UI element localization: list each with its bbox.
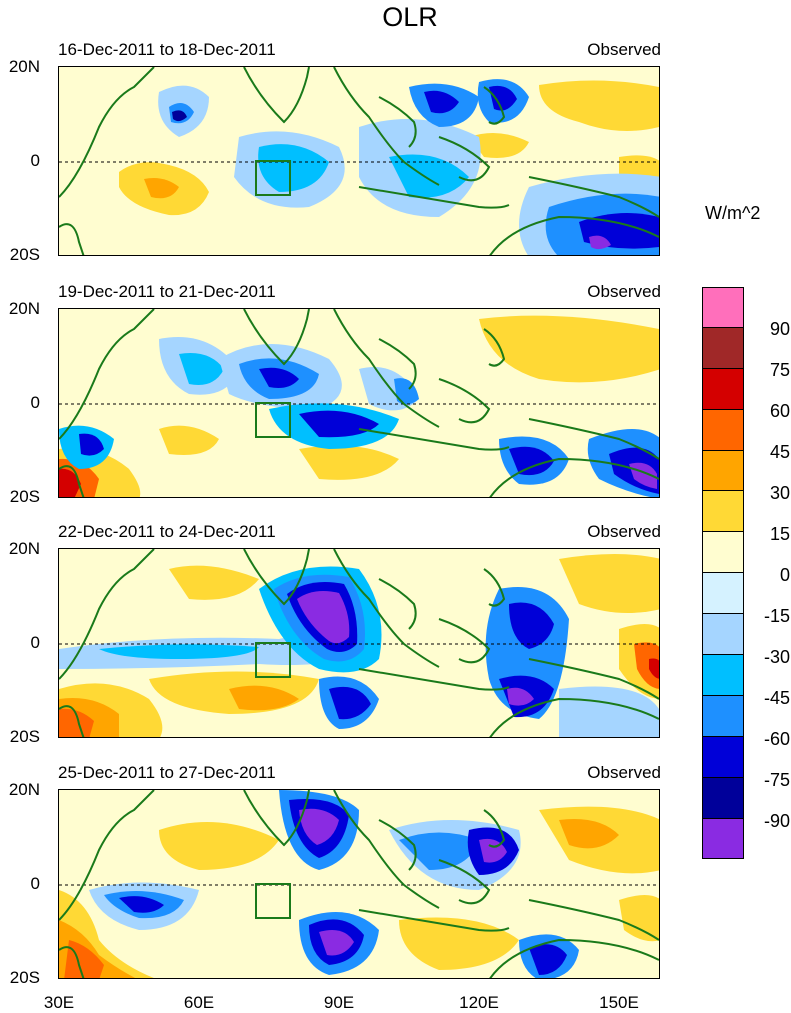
colorbar <box>702 287 744 860</box>
colorbar-tick-label: -15 <box>763 606 790 626</box>
lat-label-0: 0 <box>30 874 40 893</box>
colorbar-swatch <box>702 818 744 860</box>
colorbar-swatch <box>702 655 744 696</box>
colorbar-swatch <box>702 777 744 819</box>
colorbar-swatch <box>702 695 744 737</box>
lon-label-150e: 150E <box>599 993 639 1012</box>
panel-date-label: 16-Dec-2011 to 18-Dec-2011 <box>58 40 276 59</box>
colorbar-swatch <box>702 450 744 492</box>
colorbar-swatch <box>702 368 744 410</box>
colorbar-tick-label: 45 <box>769 442 790 462</box>
lat-label-20n: 20N <box>8 539 40 558</box>
lat-label-20s: 20S <box>9 487 40 506</box>
colorbar-swatch <box>702 532 744 574</box>
colorbar-tick-label: 30 <box>769 483 790 503</box>
colorbar-swatch <box>702 573 744 615</box>
lat-label-20n: 20N <box>8 780 40 799</box>
colorbar-tick-label: -30 <box>763 647 790 667</box>
lat-label-20n: 20N <box>8 299 40 318</box>
map-panel-2: 19-Dec-2011 to 21-Dec-2011 Observed 20N … <box>0 282 700 522</box>
colorbar-swatch <box>702 327 744 369</box>
colorbar-swatch <box>702 409 744 451</box>
colorbar-tick-label: -45 <box>763 688 790 708</box>
olr-map-1 <box>58 66 660 256</box>
olr-map-2 <box>58 308 660 498</box>
lat-label-20n: 20N <box>8 57 40 76</box>
colorbar-tick-label: 75 <box>769 360 790 380</box>
panel-observed-label: Observed <box>587 522 661 541</box>
colorbar-tick-label: 0 <box>779 565 790 585</box>
panel-date-label: 25-Dec-2011 to 27-Dec-2011 <box>58 763 276 782</box>
lon-label-60e: 60E <box>183 993 215 1012</box>
colorbar-tick-label: -90 <box>763 811 790 831</box>
lon-label-30e: 30E <box>43 993 75 1012</box>
colorbar-tick-label: 90 <box>769 319 790 339</box>
panel-observed-label: Observed <box>587 763 661 782</box>
lat-label-20s: 20S <box>9 245 40 264</box>
map-panel-4: 25-Dec-2011 to 27-Dec-2011 Observed 20N … <box>0 763 700 1003</box>
lat-label-0: 0 <box>30 633 40 652</box>
lat-label-0: 0 <box>30 393 40 412</box>
olr-map-4 <box>58 789 660 979</box>
colorbar-swatch <box>702 614 744 656</box>
panel-date-label: 19-Dec-2011 to 21-Dec-2011 <box>58 282 276 301</box>
panel-date-label: 22-Dec-2011 to 24-Dec-2011 <box>58 522 276 541</box>
lon-label-90e: 90E <box>323 993 355 1012</box>
figure-title: OLR <box>382 2 438 32</box>
lon-label-120e: 120E <box>459 993 499 1012</box>
lat-label-0: 0 <box>30 151 40 170</box>
map-panel-1: 16-Dec-2011 to 18-Dec-2011 Observed 20N … <box>0 40 700 280</box>
panel-observed-label: Observed <box>587 282 661 301</box>
panel-observed-label: Observed <box>587 40 661 59</box>
colorbar-units-label: W/m^2 <box>705 203 761 223</box>
colorbar-swatch <box>702 287 744 328</box>
colorbar-tick-label: 15 <box>769 524 790 544</box>
colorbar-tick-label: -75 <box>763 770 790 790</box>
colorbar-tick-label: 60 <box>769 401 790 421</box>
colorbar-swatch <box>702 736 744 778</box>
lat-label-20s: 20S <box>9 968 40 987</box>
colorbar-tick-label: -60 <box>763 729 790 749</box>
lat-label-20s: 20S <box>9 727 40 746</box>
olr-map-3 <box>58 548 660 738</box>
map-panel-3: 22-Dec-2011 to 24-Dec-2011 Observed 20N … <box>0 522 700 762</box>
colorbar-swatch <box>702 491 744 533</box>
